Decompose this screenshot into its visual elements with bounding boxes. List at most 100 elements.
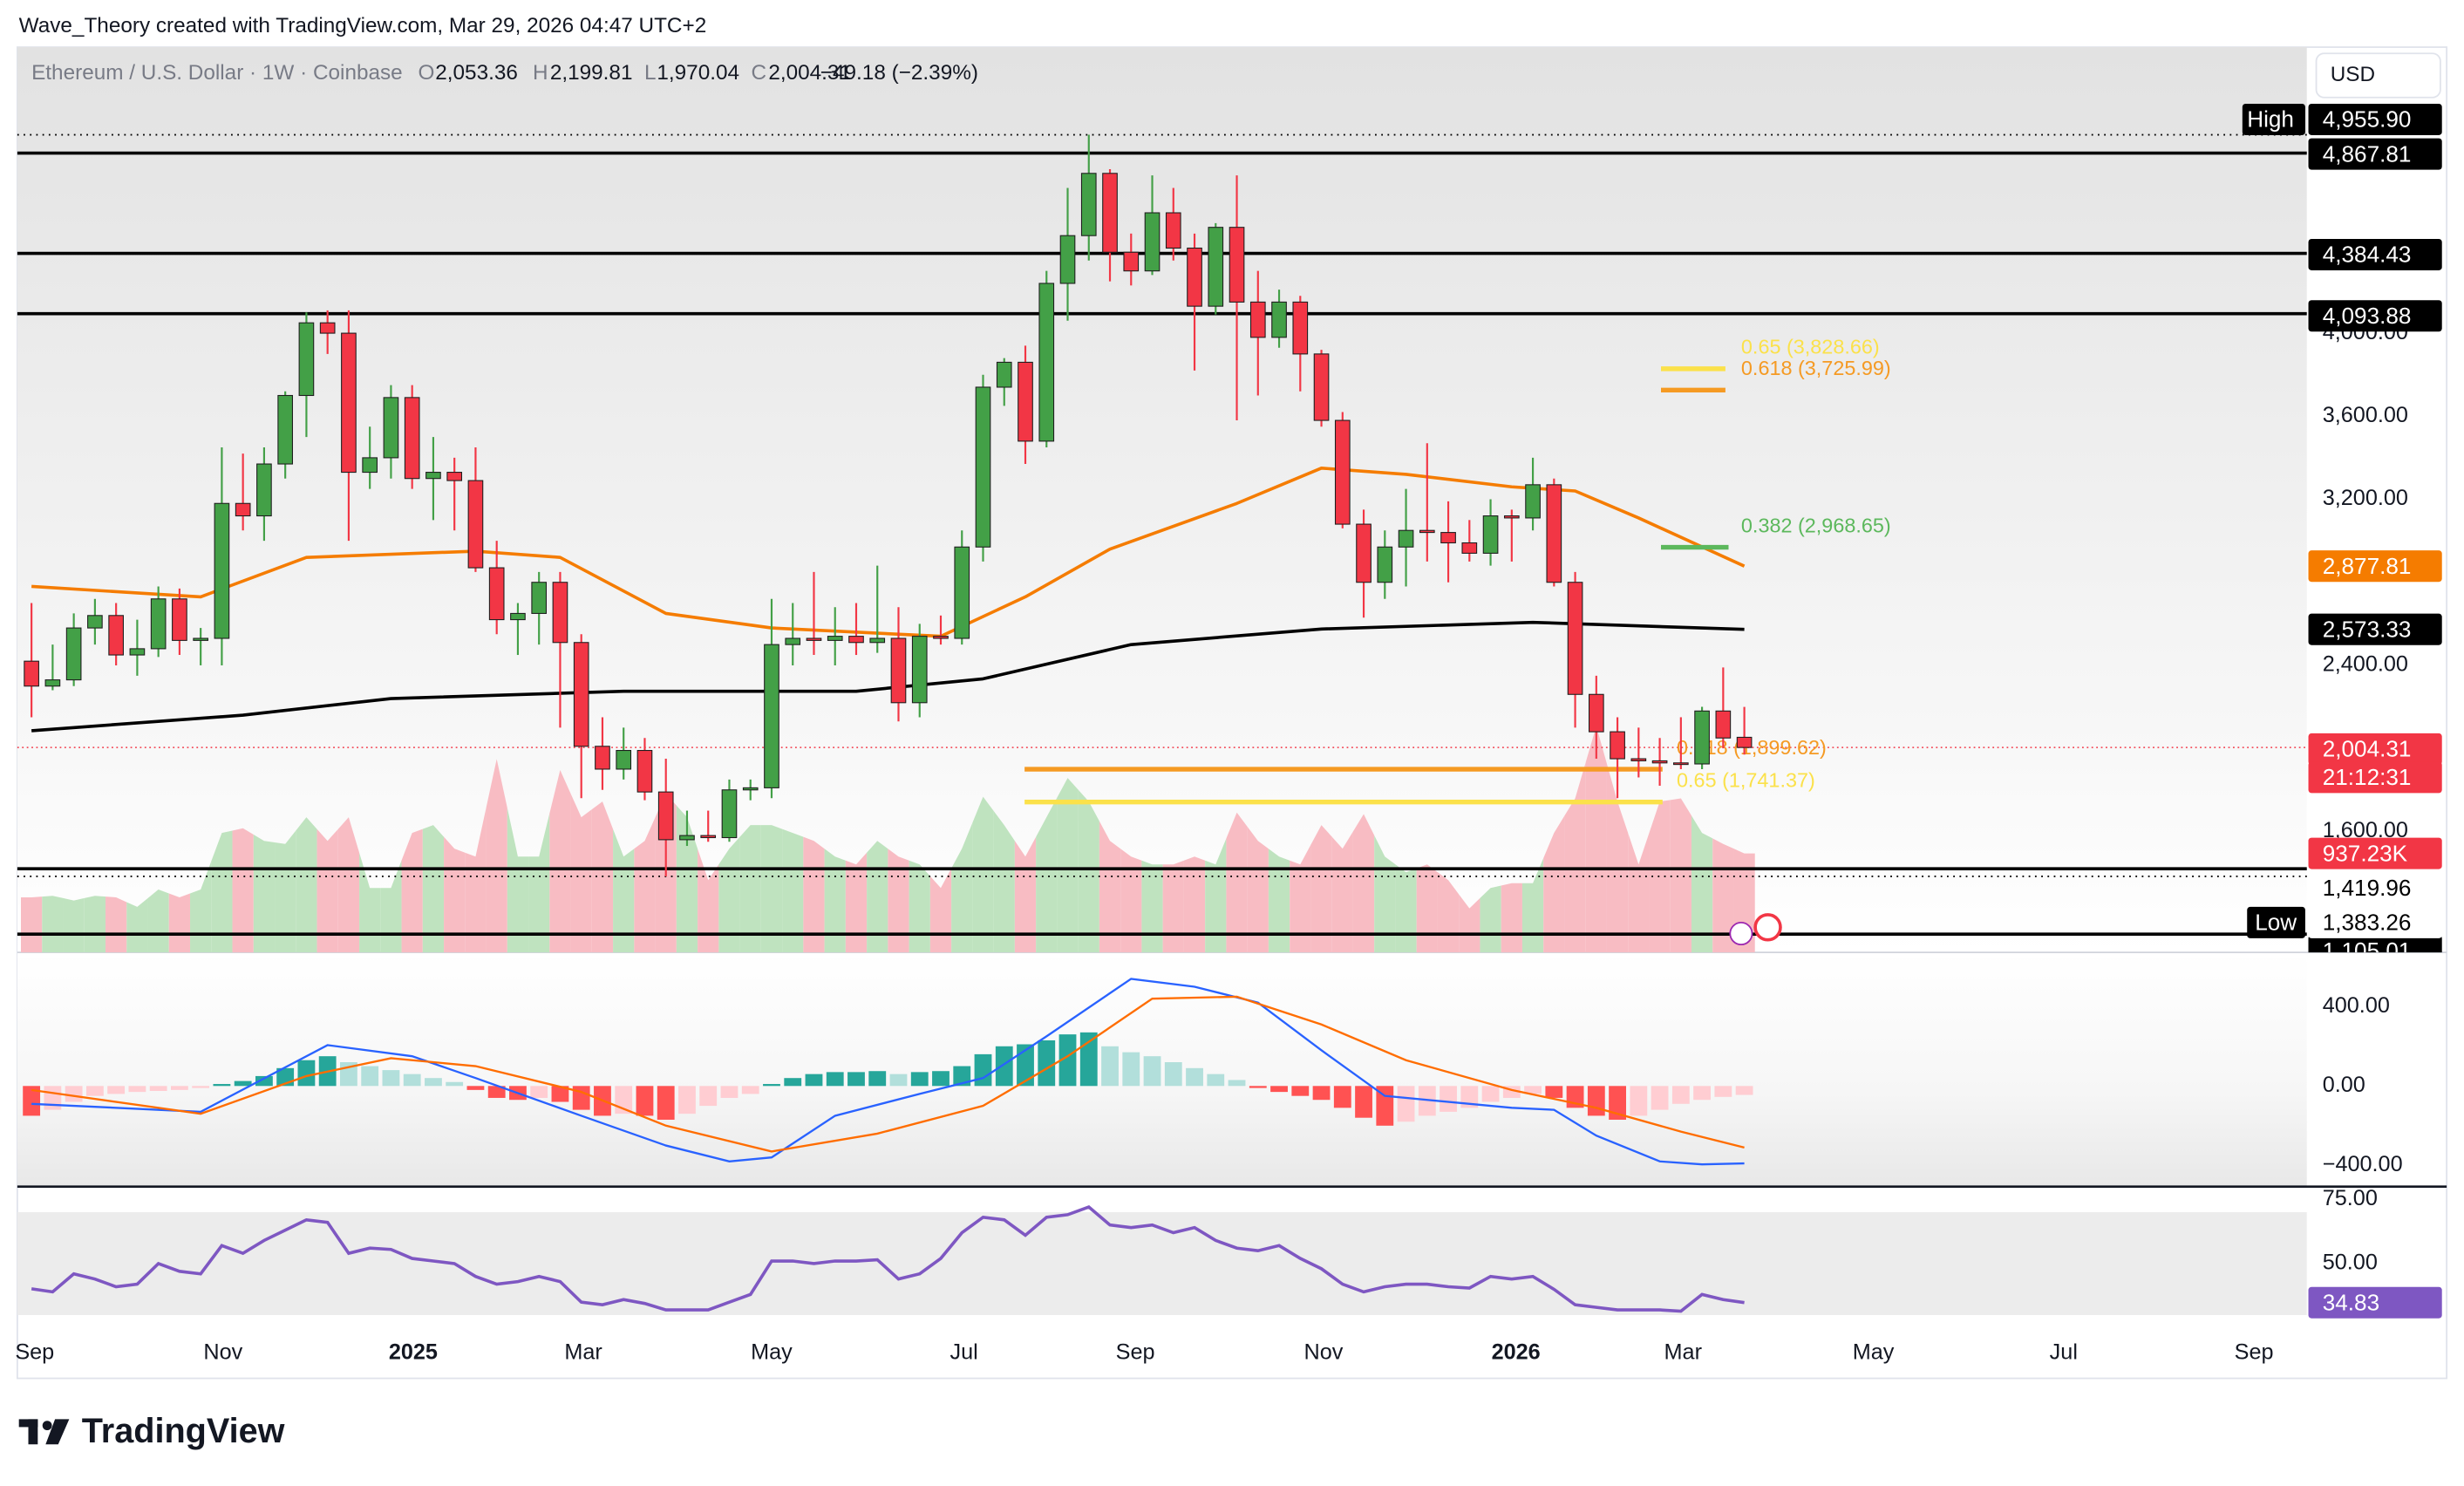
volume-area — [1395, 864, 1417, 953]
y-tick-label: −400.00 — [2323, 1152, 2403, 1176]
macd-histogram-bar — [1228, 1080, 1246, 1087]
volume-area — [190, 861, 212, 953]
candle-body — [1123, 251, 1140, 272]
ohlc-key: O — [418, 61, 434, 85]
candle-body — [341, 332, 357, 474]
volume-area — [1543, 815, 1565, 953]
fib-label: 0.618 (3,725.99) — [1741, 357, 1891, 379]
candle-body — [1440, 532, 1456, 544]
candle-body — [44, 679, 61, 687]
volume-area — [507, 808, 529, 953]
y-tick-label: 50.00 — [2323, 1251, 2378, 1275]
volume-area — [147, 890, 169, 953]
x-tick-label: May — [1853, 1339, 1895, 1364]
x-tick-label: 2025 — [389, 1339, 438, 1364]
candle-body — [108, 615, 124, 656]
volume-area — [718, 836, 740, 953]
y-tick-label: 3,200.00 — [2323, 486, 2408, 510]
candle-body — [1038, 283, 1055, 442]
event-icon — [1729, 922, 1753, 946]
macd-histogram-bar — [85, 1086, 104, 1096]
candle-body — [425, 472, 441, 480]
low-title-box — [2247, 906, 2305, 938]
macd-histogram-bar — [1693, 1086, 1712, 1101]
candle-body — [150, 598, 167, 650]
macd-histogram-bar — [382, 1070, 400, 1087]
volume-area — [1331, 831, 1353, 953]
event-icon — [1753, 913, 1782, 942]
macd-histogram-bar — [170, 1086, 188, 1090]
volume-area — [1416, 864, 1438, 953]
candle-body — [319, 322, 336, 334]
level-tag: 4,093.88 — [2323, 303, 2412, 329]
volume-area — [845, 852, 868, 953]
volume-area — [1057, 778, 1079, 953]
rsi-tag-box — [2308, 1286, 2442, 1319]
clipped-tags: 1,105.01 — [2308, 935, 2442, 953]
macd-histogram-bar — [1397, 1086, 1415, 1122]
volume-area — [1564, 762, 1586, 953]
macd-histogram-bar — [572, 1086, 590, 1110]
level-tag: 4,384.43 — [2323, 242, 2412, 268]
volume-area — [1078, 789, 1099, 953]
macd-histogram-bar — [974, 1053, 992, 1087]
currency[interactable]: USD — [2331, 63, 2375, 86]
candle-body — [24, 660, 39, 687]
volume-area — [528, 813, 550, 953]
volume-area — [21, 896, 43, 953]
y-tick-label: 3,600.00 — [2323, 403, 2408, 427]
ma-tag-box — [2308, 613, 2442, 645]
candle-body — [1334, 419, 1351, 525]
x-tick-label: Mar — [564, 1339, 602, 1364]
logo-shape — [28, 1419, 38, 1445]
macd-histogram-bar — [1270, 1086, 1288, 1093]
candle-body — [742, 787, 759, 791]
volume-area — [106, 896, 127, 953]
ma-tag: 2,877.81 — [2323, 553, 2412, 579]
macd-histogram-bar — [953, 1066, 971, 1087]
macd-histogram-bar — [403, 1074, 421, 1087]
candle-body — [1292, 301, 1309, 355]
ohlc-key: C — [752, 61, 767, 85]
macd-histogram-bar — [1122, 1052, 1140, 1087]
macd-histogram-bar — [910, 1072, 929, 1087]
volume-area — [126, 897, 148, 953]
candle-body — [404, 397, 420, 480]
volume-area — [1606, 763, 1629, 953]
currency-button[interactable] — [2315, 52, 2441, 99]
macd-histogram-bar — [826, 1072, 844, 1087]
ohlc-value: 2,053.36 — [435, 61, 518, 85]
candle-body — [256, 463, 272, 517]
macd-histogram-bar — [1671, 1086, 1690, 1104]
fib-label: 0.382 (2,968.65) — [1741, 514, 1891, 536]
y-tick-label: 75.00 — [2323, 1186, 2378, 1210]
volume-area — [888, 849, 909, 953]
candle-body — [1313, 353, 1330, 421]
candle-body — [1736, 736, 1753, 748]
candle-body — [531, 582, 548, 614]
macd-histogram-bar — [784, 1078, 802, 1087]
volume-area — [380, 860, 402, 953]
low-title: Low — [2255, 910, 2297, 936]
candle-body — [129, 648, 146, 656]
candle-body — [933, 636, 949, 639]
candle-body — [1610, 731, 1625, 760]
volume-area — [993, 810, 1015, 953]
macd-histogram-bar — [1735, 1086, 1753, 1095]
volume-area — [1036, 797, 1058, 953]
candle-body — [785, 637, 801, 645]
candle-body — [172, 598, 187, 641]
macd-histogram-bar — [741, 1086, 759, 1094]
volume-area — [1712, 838, 1734, 953]
macd-histogram-bar — [889, 1074, 908, 1087]
volume-area — [972, 796, 994, 953]
last-price-tag-box — [2308, 733, 2442, 765]
volume-area — [1585, 726, 1607, 953]
volume-area — [570, 794, 592, 953]
logo-shape — [45, 1419, 70, 1445]
volume-area — [824, 849, 846, 953]
candle-body — [298, 322, 315, 397]
candle-body — [975, 386, 991, 548]
candle-body — [1567, 582, 1583, 695]
